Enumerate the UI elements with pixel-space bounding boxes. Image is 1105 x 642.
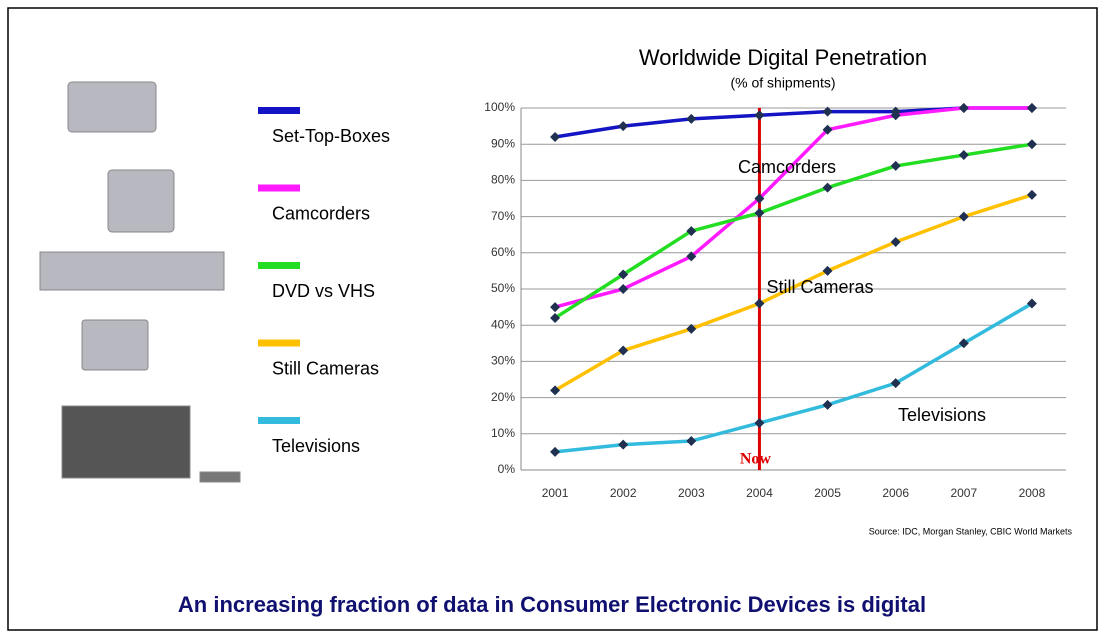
- point: [550, 131, 561, 142]
- legend-label: Set-Top-Boxes: [272, 126, 390, 146]
- tv-box-image: [199, 471, 241, 483]
- dvd-image: [39, 251, 225, 291]
- point: [1026, 189, 1037, 200]
- camera-image: [81, 319, 149, 371]
- point: [550, 446, 561, 457]
- point: [958, 338, 969, 349]
- y-tick-label: 0%: [498, 462, 516, 476]
- source: Source: IDC, Morgan Stanley, CBIC World …: [869, 526, 1073, 536]
- point: [1026, 103, 1037, 113]
- point: [550, 312, 561, 323]
- stb-image: [67, 81, 157, 133]
- point: [890, 236, 901, 247]
- point: [1026, 298, 1037, 309]
- series-line: [554, 142, 1033, 320]
- point: [822, 124, 833, 135]
- point: [890, 160, 901, 171]
- chart-subtitle: (% of shipments): [730, 75, 835, 91]
- y-tick-label: 100%: [484, 100, 515, 114]
- x-tick-label: 2006: [882, 486, 909, 500]
- legend-swatch: [258, 417, 300, 424]
- legend-label: Still Cameras: [272, 358, 379, 378]
- point: [754, 207, 765, 218]
- x-tick-label: 2007: [950, 486, 977, 500]
- chart-title: Worldwide Digital Penetration: [639, 45, 927, 70]
- x-tick-label: 2008: [1019, 486, 1046, 500]
- legend-label: DVD vs VHS: [272, 281, 375, 301]
- point: [754, 298, 765, 309]
- annotation: Televisions: [898, 405, 986, 425]
- tv-image: [61, 405, 191, 479]
- point: [618, 439, 629, 450]
- legend-label: Televisions: [272, 436, 360, 456]
- point: [686, 113, 697, 124]
- point: [822, 182, 833, 193]
- point: [890, 110, 901, 121]
- caption: An increasing fraction of data in Consum…: [178, 592, 926, 617]
- camcorder-image: [107, 169, 175, 233]
- x-tick-label: 2005: [814, 486, 841, 500]
- y-tick-label: 40%: [491, 317, 515, 331]
- point: [890, 378, 901, 389]
- series-line: [554, 193, 1033, 392]
- x-tick-label: 2003: [678, 486, 705, 500]
- now-label: Now: [740, 451, 772, 468]
- legend-label: Camcorders: [272, 203, 370, 223]
- point: [822, 265, 833, 276]
- legend-swatch: [258, 339, 300, 347]
- point: [686, 251, 697, 262]
- point: [550, 302, 561, 313]
- y-tick-label: 90%: [491, 136, 515, 150]
- series-line: [554, 106, 1032, 309]
- series-line: [554, 301, 1033, 454]
- legend-swatch: [258, 262, 300, 269]
- legend-swatch: [258, 107, 300, 114]
- y-tick-label: 60%: [491, 245, 515, 259]
- point: [822, 106, 833, 117]
- point: [754, 110, 765, 121]
- y-tick-label: 70%: [491, 209, 515, 223]
- point: [686, 323, 697, 334]
- point: [958, 211, 969, 222]
- x-tick-label: 2002: [610, 486, 637, 500]
- y-tick-label: 20%: [491, 390, 515, 404]
- point: [618, 121, 629, 132]
- point: [1026, 139, 1037, 150]
- point: [550, 385, 561, 396]
- point: [958, 150, 969, 161]
- point: [686, 226, 697, 237]
- point: [754, 417, 765, 428]
- y-tick-label: 30%: [491, 354, 515, 368]
- x-tick-label: 2001: [542, 486, 569, 500]
- point: [958, 103, 969, 113]
- point: [618, 269, 629, 280]
- y-tick-label: 80%: [491, 173, 515, 187]
- point: [822, 399, 833, 410]
- annotation: Camcorders: [738, 157, 836, 177]
- annotation: Still Cameras: [766, 277, 873, 297]
- legend-swatch: [258, 184, 300, 192]
- y-tick-label: 10%: [491, 426, 515, 440]
- y-tick-label: 50%: [491, 281, 515, 295]
- device-images: [39, 81, 241, 483]
- point: [686, 436, 697, 447]
- x-tick-label: 2004: [746, 486, 773, 500]
- point: [618, 345, 629, 356]
- point: [754, 193, 765, 204]
- point: [618, 284, 629, 294]
